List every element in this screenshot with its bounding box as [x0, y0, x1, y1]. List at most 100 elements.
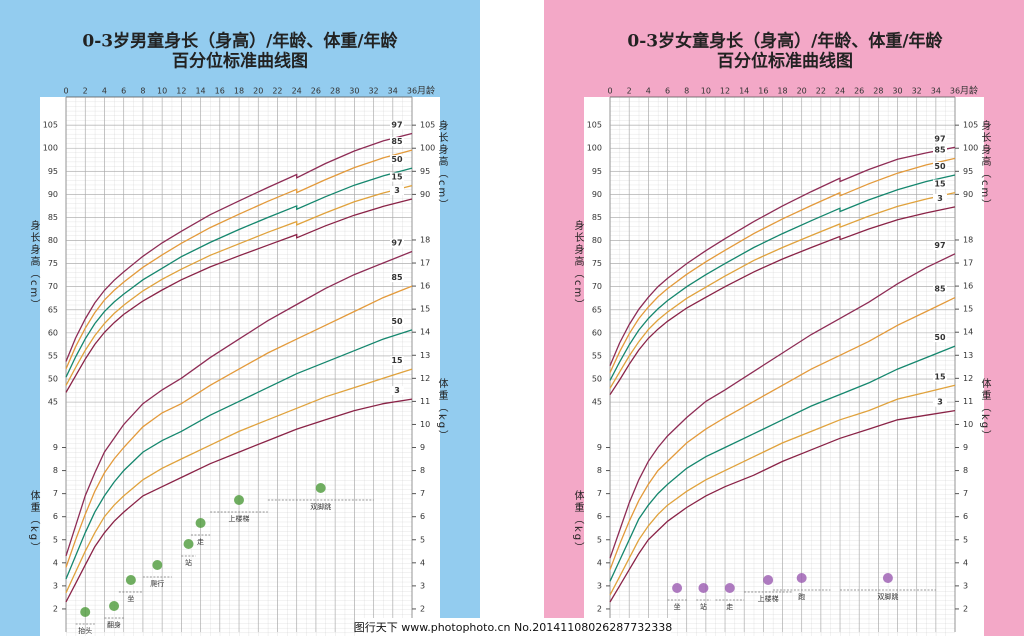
y-tick-label: 80 [592, 236, 602, 245]
curve-label: 97 [934, 134, 945, 143]
y2-tick-label: 4 [963, 558, 968, 567]
milestone-label: 走 [197, 538, 204, 546]
curve-label-bg [933, 372, 947, 382]
curve-label-bg [390, 120, 404, 130]
percentile-curve [65, 149, 413, 370]
x-tick-label: 12 [176, 87, 186, 96]
percentile-curve [65, 398, 413, 603]
x-tick-label: 0 [607, 87, 612, 96]
y2-tick-label: 16 [963, 282, 973, 291]
percentile-curve [65, 285, 413, 568]
gap [480, 0, 544, 636]
percentile-curve [65, 132, 413, 362]
curve-label: 85 [391, 137, 403, 146]
y-tick-label: 90 [592, 190, 602, 199]
y2-tick-label-left: 6 [53, 512, 58, 521]
x-tick-label: 4 [102, 87, 107, 96]
milestone-label: 抬头 [78, 626, 92, 635]
y2-tick-label: 13 [420, 351, 430, 360]
x-tick-label: 18 [234, 87, 244, 96]
y-axis-label-right: 身长身高（cm） [436, 119, 448, 211]
x-tick-label: 0 [63, 87, 68, 96]
y-tick-label: 65 [48, 305, 58, 314]
y-tick-label: 100 [587, 144, 602, 153]
curve-label: 85 [934, 285, 946, 294]
y-tick-label: 55 [592, 351, 602, 360]
y2-tick-label: 11 [420, 397, 430, 406]
percentile-curve [609, 384, 956, 596]
milestone-label: 爬行 [150, 579, 164, 588]
percentile-curve [609, 191, 956, 389]
curve-label: 15 [391, 173, 403, 182]
y2-tick-label: 6 [963, 512, 968, 521]
milestone-figure [109, 601, 120, 611]
curve-label: 3 [394, 386, 400, 395]
y-tick-label: 80 [48, 236, 58, 245]
y2-tick-label: 11 [963, 397, 973, 406]
x-axis-label: 月龄 [960, 85, 978, 97]
curve-label-bg [390, 238, 404, 248]
percentile-curve [65, 250, 413, 557]
y-tick-label: 45 [592, 398, 602, 407]
milestone-figure [80, 607, 91, 617]
x-tick-label: 24 [835, 87, 845, 96]
y2-tick-label-left: 2 [53, 604, 58, 613]
y2-tick-label: 9 [963, 443, 968, 452]
y-tick-label-right: 105 [420, 121, 435, 130]
percentile-curve [609, 174, 956, 381]
y2-tick-label-left: 9 [597, 443, 602, 452]
y-tick-label: 100 [43, 144, 58, 153]
curve-label: 50 [934, 162, 946, 171]
milestone-label: 双脚跳 [877, 592, 898, 601]
y2-tick-label-left: 8 [53, 466, 58, 475]
curve-label: 85 [934, 145, 946, 154]
curve-label: 3 [394, 186, 400, 195]
x-tick-label: 36 [950, 87, 960, 96]
y2-tick-label: 13 [963, 351, 973, 360]
milestone-label: 双脚跳 [310, 502, 331, 511]
x-tick-label: 26 [854, 87, 864, 96]
y-axis-label: 身长身高（cm） [572, 219, 584, 311]
curve-label-bg [933, 240, 947, 250]
y-tick-label: 90 [48, 190, 58, 199]
milestone-figure [882, 573, 893, 583]
watermark: 图行天下 www.photophoto.cn No.20141108026287… [354, 621, 672, 634]
milestone-label: 上楼梯 [758, 594, 779, 603]
curve-label: 50 [934, 333, 946, 342]
y2-tick-label: 14 [963, 328, 973, 337]
curve-label-bg [933, 134, 947, 144]
percentile-curve [65, 368, 413, 594]
percentile-curve [609, 409, 956, 603]
milestone-label: 坐 [127, 594, 134, 603]
y2-tick-label-left: 5 [53, 535, 58, 544]
curve-label: 97 [391, 239, 402, 248]
percentile-curve [65, 184, 413, 386]
y2-tick-label-left: 4 [597, 558, 602, 567]
x-tick-label: 34 [388, 87, 398, 96]
curve-label: 3 [937, 194, 943, 203]
curve-label: 15 [934, 372, 946, 381]
percentile-curve [609, 206, 956, 396]
milestone-figure [152, 560, 163, 570]
milestone-figure [763, 575, 774, 585]
curve-label-bg [390, 356, 404, 366]
x-tick-label: 6 [121, 87, 126, 96]
y2-tick-label: 10 [963, 420, 973, 429]
y2-tick-label: 5 [963, 535, 968, 544]
y2-tick-label: 2 [420, 604, 425, 613]
y-tick-label-right: 100 [420, 144, 435, 153]
x-tick-label: 28 [330, 87, 340, 96]
x-tick-label: 16 [215, 87, 225, 96]
x-tick-label: 24 [292, 87, 302, 96]
milestone-label: 上楼梯 [229, 514, 250, 523]
curve-label-bg [933, 397, 947, 407]
y-tick-label-right: 100 [963, 144, 978, 153]
x-tick-label: 14 [195, 87, 205, 96]
chart-title: 0-3岁女童身长（身高）/年龄、体重/年龄 [627, 31, 943, 52]
x-tick-label: 12 [720, 87, 730, 96]
y2-tick-label: 14 [420, 328, 430, 337]
y2-axis-label: 体重（kg） [28, 490, 40, 554]
y-tick-label: 60 [592, 328, 602, 337]
curve-label-bg [390, 386, 404, 396]
x-tick-label: 28 [873, 87, 883, 96]
